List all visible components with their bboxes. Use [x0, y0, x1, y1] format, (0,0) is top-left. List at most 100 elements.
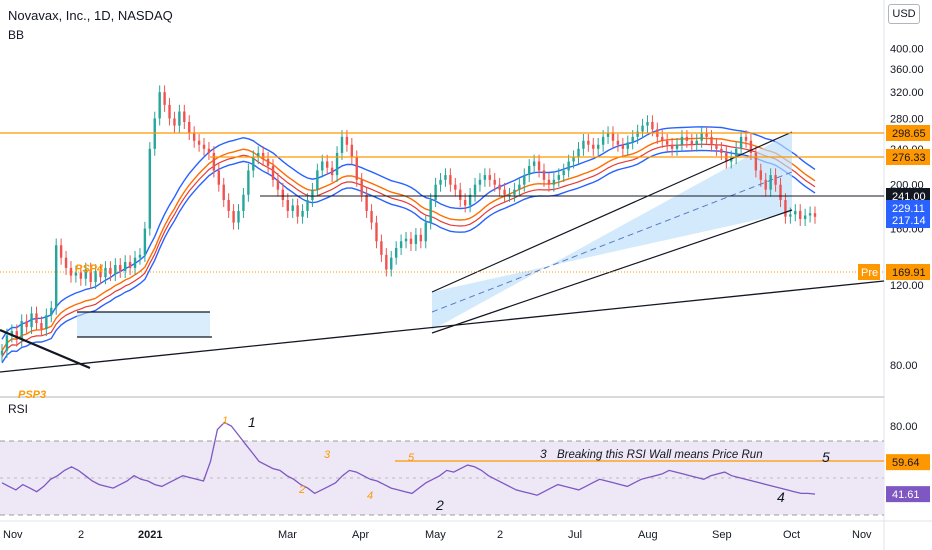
time-tick-label: Apr [352, 529, 369, 541]
candle-body [222, 184, 225, 201]
time-tick-label: 2021 [138, 529, 162, 541]
candle-body [710, 136, 713, 145]
candle-body [173, 118, 176, 126]
candle-body [463, 200, 467, 206]
candle-body [321, 161, 324, 171]
candle-body [567, 161, 570, 171]
candle-body [547, 179, 551, 185]
candle-body [276, 179, 280, 190]
mini-wave-1: 1 [222, 415, 228, 427]
time-tick-label: May [425, 529, 446, 541]
downtrend-line [0, 328, 91, 370]
candle-body [360, 179, 363, 195]
candle-body [192, 133, 196, 141]
rsi-line [1, 421, 816, 496]
candle-body [636, 131, 639, 137]
candle-body [261, 152, 265, 159]
rsi-wall-note: Breaking this RSI Wall means Price Run [557, 449, 763, 461]
candle-body [365, 194, 368, 211]
candle-body [257, 152, 260, 158]
candle-body [188, 122, 191, 134]
bb-mid-line [1, 143, 816, 358]
candle-body [232, 210, 235, 223]
candle-body [148, 148, 152, 229]
candle-body [266, 158, 270, 166]
candle-body [291, 205, 294, 211]
candle-body [370, 210, 373, 223]
price-tick-label: 80.00 [890, 360, 918, 372]
candle-body [178, 111, 181, 126]
candle-body [739, 136, 743, 149]
candle-body [597, 144, 600, 149]
candle-body [429, 200, 432, 223]
candle-body [390, 257, 393, 270]
candle-body [0, 350, 4, 355]
candle-body [651, 122, 654, 130]
candle-body [695, 140, 698, 145]
channel-mid-dashed-line [431, 171, 793, 313]
price-badge: 276.33 [892, 152, 926, 164]
price-badge-bg [886, 125, 930, 141]
candle-body [754, 152, 758, 171]
candle-body [478, 179, 482, 185]
candle-body [5, 335, 9, 351]
candle-body [468, 194, 472, 206]
candle-body [123, 262, 127, 271]
candle-body [513, 189, 516, 195]
candle-body [759, 170, 762, 180]
rsi-badge-bg [886, 454, 930, 471]
candle-body [498, 184, 501, 190]
candle-body [631, 136, 634, 143]
candle-body [720, 148, 723, 153]
wave-label-5: 5 [822, 449, 830, 465]
candle-body [794, 210, 797, 215]
candle-body [582, 140, 585, 149]
candle-body [399, 241, 403, 248]
pre-badge-bg [858, 264, 880, 280]
time-tick-label: 2 [78, 529, 84, 541]
candle-body [459, 189, 462, 201]
candle-body [217, 170, 220, 185]
candle-body [59, 245, 63, 258]
candle-body [749, 140, 753, 153]
wave-label-2: 2 [435, 497, 444, 513]
candle-body [577, 148, 580, 158]
candle-body [528, 165, 531, 176]
price-tick-label: 280.00 [890, 113, 924, 125]
bollinger-bands [1, 126, 816, 364]
candle-body [473, 184, 477, 195]
price-tick-label: 120.00 [890, 280, 924, 292]
rsi-tick-label: 80.00 [890, 421, 918, 433]
candle-body [700, 133, 703, 141]
time-tick-label: Aug [638, 529, 658, 541]
candle-body [542, 170, 546, 180]
candle-body [606, 133, 610, 137]
time-tick-label: 2 [497, 529, 503, 541]
candle-body [119, 264, 122, 271]
ascending-channel-fill [432, 132, 792, 330]
candle-body [611, 133, 615, 141]
psp3-label: PSP3 [18, 389, 46, 401]
candle-body [414, 234, 418, 244]
time-axis[interactable]: Nov 2 2021 Mar Apr May 2 Jul Aug Sep Oct Nov [3, 529, 872, 541]
price-badge: 169.91 [892, 267, 926, 279]
candle-body [326, 161, 329, 168]
price-badge-bg [886, 212, 930, 228]
candle-body [444, 175, 447, 180]
candle-body [557, 175, 560, 180]
candle-body [601, 136, 605, 145]
candle-body [690, 140, 694, 145]
candle-body [163, 92, 166, 105]
time-tick-label: Mar [278, 529, 297, 541]
candle-body [626, 142, 629, 149]
candle-body [45, 315, 48, 330]
candle-body [153, 118, 156, 149]
candle-body [89, 269, 92, 282]
currency-button[interactable]: USD [888, 4, 920, 24]
time-tick-label: Sep [712, 529, 732, 541]
rsi-title: RSI [8, 402, 28, 416]
candle-body [340, 136, 344, 153]
candle-body [271, 165, 275, 180]
candle-body [286, 200, 289, 211]
